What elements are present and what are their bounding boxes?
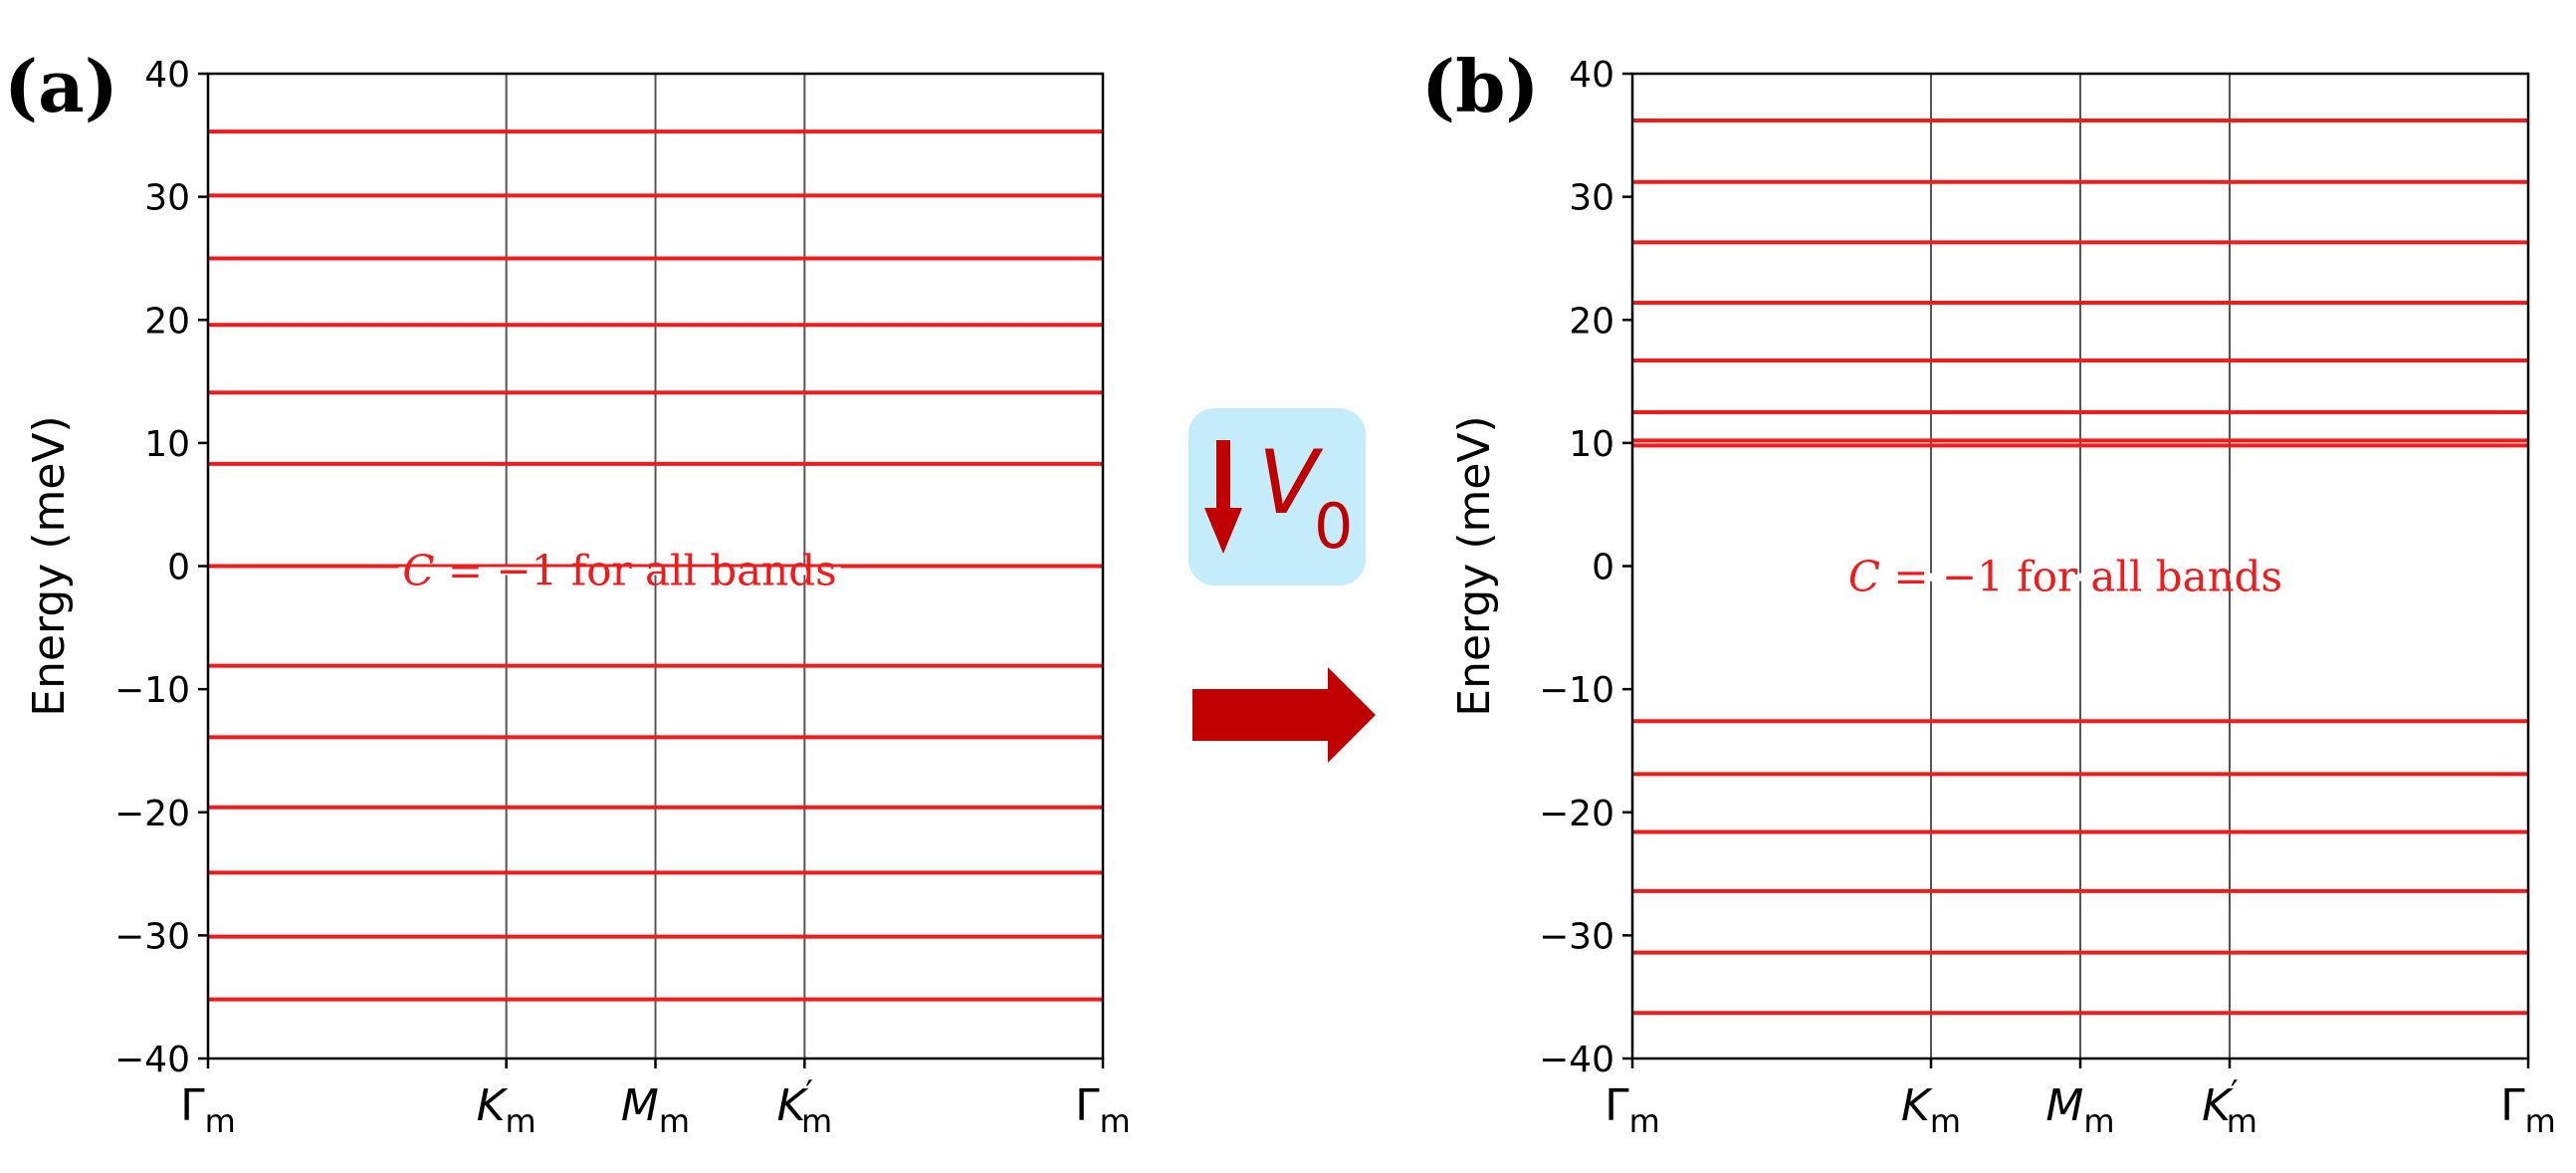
x-tick-label: Γm (1605, 1080, 1660, 1140)
x-tick-label: K′ m (2202, 1073, 2257, 1140)
chern-number-annotation: C = −1 for all bands (1848, 553, 2282, 601)
v0-badge (1188, 408, 1366, 586)
annotation-background (1843, 573, 2287, 582)
x-tick-label: K′ m (776, 1073, 832, 1140)
panel-label: (b) (1421, 44, 1539, 128)
chern-number-annotation: C = −1 for all bands (402, 546, 836, 594)
x-tick-label: Γm (1075, 1080, 1131, 1140)
y-tick-label: 10 (144, 424, 190, 465)
down-arrow-icon (1204, 440, 1242, 554)
y-tick-label: 0 (167, 548, 190, 588)
y-axis-label: Energy (meV) (1449, 415, 1500, 716)
v0-subscript: 0 (1314, 490, 1353, 563)
y-tick-label: 40 (144, 55, 190, 96)
y-tick-label: −10 (1539, 670, 1614, 711)
x-tick-label: Γm (180, 1080, 236, 1140)
y-tick-label: 40 (1569, 55, 1614, 96)
right-arrow-icon (1192, 667, 1376, 763)
y-tick-label: −10 (114, 670, 190, 711)
x-tick-label: Km (477, 1080, 537, 1140)
y-tick-label: −30 (114, 916, 190, 957)
y-tick-label: 30 (144, 178, 190, 219)
x-tick-label: Γm (2500, 1080, 2556, 1140)
y-tick-label: −40 (114, 1040, 190, 1080)
y-tick-label: 0 (1592, 548, 1614, 588)
y-tick-label: 20 (1569, 301, 1614, 342)
annotation-background (398, 567, 841, 576)
transition-graphic: V 0 (1188, 408, 1376, 763)
y-tick-label: 20 (144, 301, 190, 342)
x-tick-label: Mm (621, 1080, 690, 1140)
y-tick-label: −20 (1539, 794, 1614, 834)
y-tick-label: 10 (1569, 424, 1614, 465)
panel-label: (a) (4, 44, 118, 128)
y-axis-label: Energy (meV) (24, 415, 75, 716)
v0-label: V (1258, 431, 1324, 534)
y-tick-label: −40 (1539, 1040, 1614, 1080)
y-tick-label: 30 (1569, 178, 1614, 219)
y-tick-label: −20 (114, 794, 190, 834)
x-tick-label: Mm (2045, 1080, 2114, 1140)
y-tick-label: −30 (1539, 916, 1614, 957)
x-tick-label: Km (1901, 1080, 1961, 1140)
